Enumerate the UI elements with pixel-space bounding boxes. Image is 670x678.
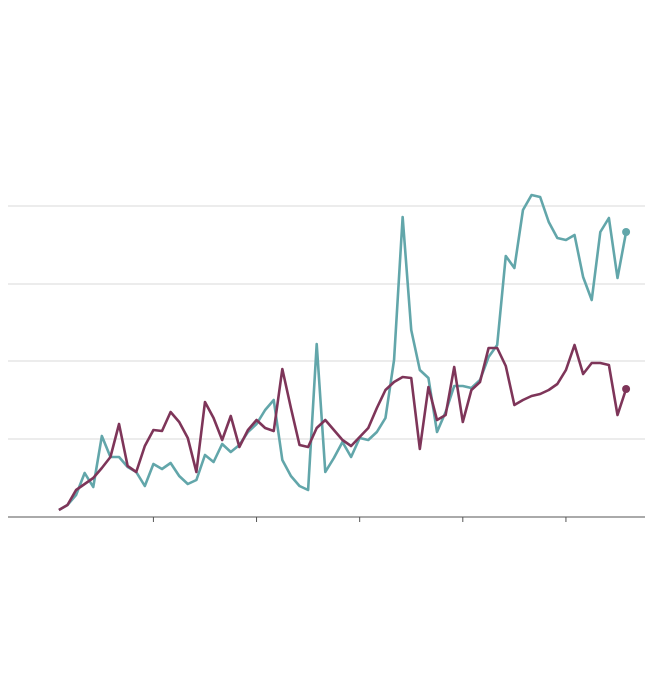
series-line [58, 193, 628, 512]
series-line [58, 343, 628, 512]
end-dot [622, 385, 631, 393]
end-dot [622, 228, 631, 236]
